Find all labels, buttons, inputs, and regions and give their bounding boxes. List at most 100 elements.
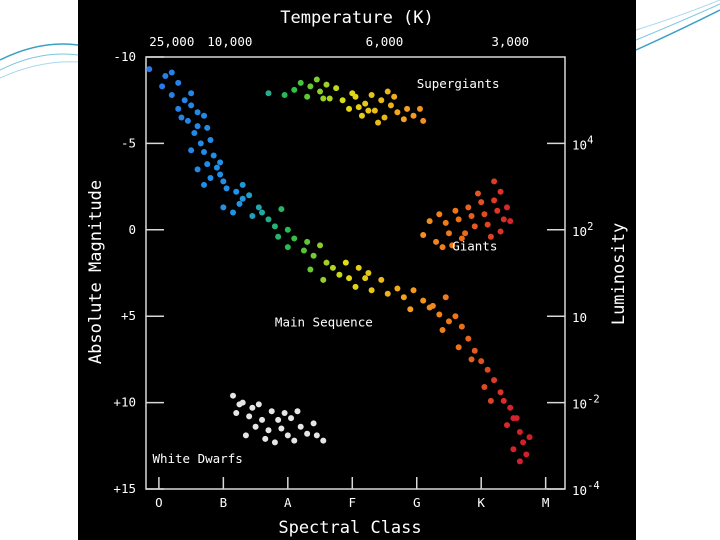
star-giants-19 — [503, 204, 510, 211]
slide-wave-decoration — [0, 0, 720, 79]
star-main-sequence-13 — [194, 123, 201, 130]
star-supergiants-27 — [420, 117, 427, 124]
star-main-sequence-2 — [168, 69, 175, 76]
star-supergiants-7 — [317, 88, 324, 95]
star-main-sequence-64 — [420, 297, 427, 304]
star-main-sequence-56 — [352, 283, 359, 290]
star-main-sequence-67 — [436, 311, 443, 318]
star-main-sequence-33 — [255, 204, 262, 211]
star-supergiants-30 — [320, 95, 327, 102]
star-main-sequence-49 — [323, 259, 330, 266]
star-main-sequence-17 — [197, 140, 204, 147]
star-giants-23 — [474, 190, 481, 197]
luminosity-tick-2: 10 — [572, 310, 587, 325]
star-white-dwarfs-20 — [271, 439, 278, 446]
star-main-sequence-9 — [188, 102, 195, 109]
star-giants-4 — [442, 219, 449, 226]
star-main-sequence-15 — [191, 130, 198, 137]
star-main-sequence-38 — [265, 216, 272, 223]
star-main-sequence-26 — [220, 178, 227, 185]
star-giants-18 — [500, 216, 507, 223]
spectral-class-tick-K: K — [477, 495, 485, 510]
star-main-sequence-80 — [481, 384, 488, 391]
star-supergiants-25 — [410, 112, 417, 119]
star-giants-12 — [478, 199, 485, 206]
star-giants-13 — [481, 211, 488, 218]
star-giants-15 — [491, 197, 498, 204]
star-supergiants-12 — [346, 105, 353, 112]
star-main-sequence-51 — [329, 264, 336, 271]
star-main-sequence-1 — [162, 73, 169, 80]
star-giants-6 — [452, 207, 459, 214]
star-main-sequence-69 — [445, 318, 452, 325]
star-giants-1 — [426, 218, 433, 225]
star-main-sequence-3 — [159, 83, 166, 90]
star-main-sequence-18 — [201, 149, 208, 156]
star-main-sequence-23 — [194, 166, 201, 173]
region-label-2: Main Sequence — [275, 315, 373, 330]
star-giants-26 — [487, 233, 494, 240]
star-main-sequence-44 — [304, 238, 311, 245]
star-giants-2 — [433, 238, 440, 245]
star-main-sequence-65 — [407, 306, 414, 313]
star-supergiants-26 — [416, 105, 423, 112]
star-giants-14 — [484, 221, 491, 228]
star-main-sequence-14 — [204, 124, 211, 131]
star-white-dwarfs-16 — [297, 423, 304, 430]
y2-axis-label: Luminosity — [609, 223, 629, 325]
star-white-dwarfs-11 — [294, 408, 301, 415]
star-main-sequence-5 — [168, 92, 175, 99]
star-main-sequence-60 — [384, 290, 391, 297]
star-supergiants-0 — [265, 90, 272, 97]
star-main-sequence-42 — [275, 233, 282, 240]
star-giants-9 — [465, 204, 472, 211]
star-main-sequence-87 — [516, 428, 523, 435]
star-main-sequence-92 — [526, 434, 533, 441]
star-main-sequence-55 — [355, 264, 362, 271]
star-giants-11 — [471, 223, 478, 230]
temperature-tick-1: 10,000 — [207, 34, 252, 49]
star-main-sequence-40 — [271, 223, 278, 230]
star-main-sequence-79 — [491, 377, 498, 384]
star-supergiants-5 — [307, 83, 314, 90]
x-axis-label: Spectral Class — [278, 518, 421, 538]
star-supergiants-14 — [355, 104, 362, 111]
star-supergiants-15 — [358, 112, 365, 119]
star-main-sequence-75 — [471, 347, 478, 354]
magnitude-tick-3: +5 — [121, 308, 136, 323]
star-main-sequence-36 — [249, 212, 256, 219]
star-main-sequence-52 — [336, 271, 343, 278]
star-main-sequence-76 — [478, 358, 485, 365]
star-white-dwarfs-17 — [304, 430, 311, 437]
star-main-sequence-8 — [175, 105, 182, 112]
magnitude-tick-2: 0 — [128, 222, 136, 237]
star-supergiants-24 — [404, 105, 411, 112]
star-main-sequence-21 — [204, 161, 211, 168]
star-main-sequence-73 — [465, 335, 472, 342]
spectral-class-tick-A: A — [284, 495, 292, 510]
magnitude-tick-4: +10 — [113, 395, 136, 410]
luminosity-tick-1: 102 — [572, 221, 593, 239]
star-main-sequence-81 — [497, 389, 504, 396]
star-main-sequence-96 — [426, 304, 433, 311]
star-giants-0 — [420, 231, 427, 238]
star-white-dwarfs-5 — [246, 413, 253, 420]
star-main-sequence-16 — [207, 136, 214, 143]
star-main-sequence-34 — [220, 204, 227, 211]
star-main-sequence-12 — [201, 112, 208, 119]
star-supergiants-32 — [375, 119, 382, 126]
magnitude-tick-labels: -10 -5 0 +5 +10 +15 — [113, 49, 136, 496]
star-supergiants-23 — [400, 116, 407, 123]
star-main-sequence-47 — [310, 252, 317, 259]
star-main-sequence-10 — [194, 109, 201, 116]
star-main-sequence-11 — [184, 117, 191, 124]
star-main-sequence-77 — [468, 356, 475, 363]
star-supergiants-21 — [387, 102, 394, 109]
region-labels: Supergiants Giants Main Sequence White Dwar… — [152, 76, 499, 466]
star-main-sequence-62 — [400, 294, 407, 301]
star-main-sequence-58 — [368, 287, 375, 294]
star-main-sequence-41 — [284, 226, 291, 233]
star-giants-21 — [491, 178, 498, 185]
